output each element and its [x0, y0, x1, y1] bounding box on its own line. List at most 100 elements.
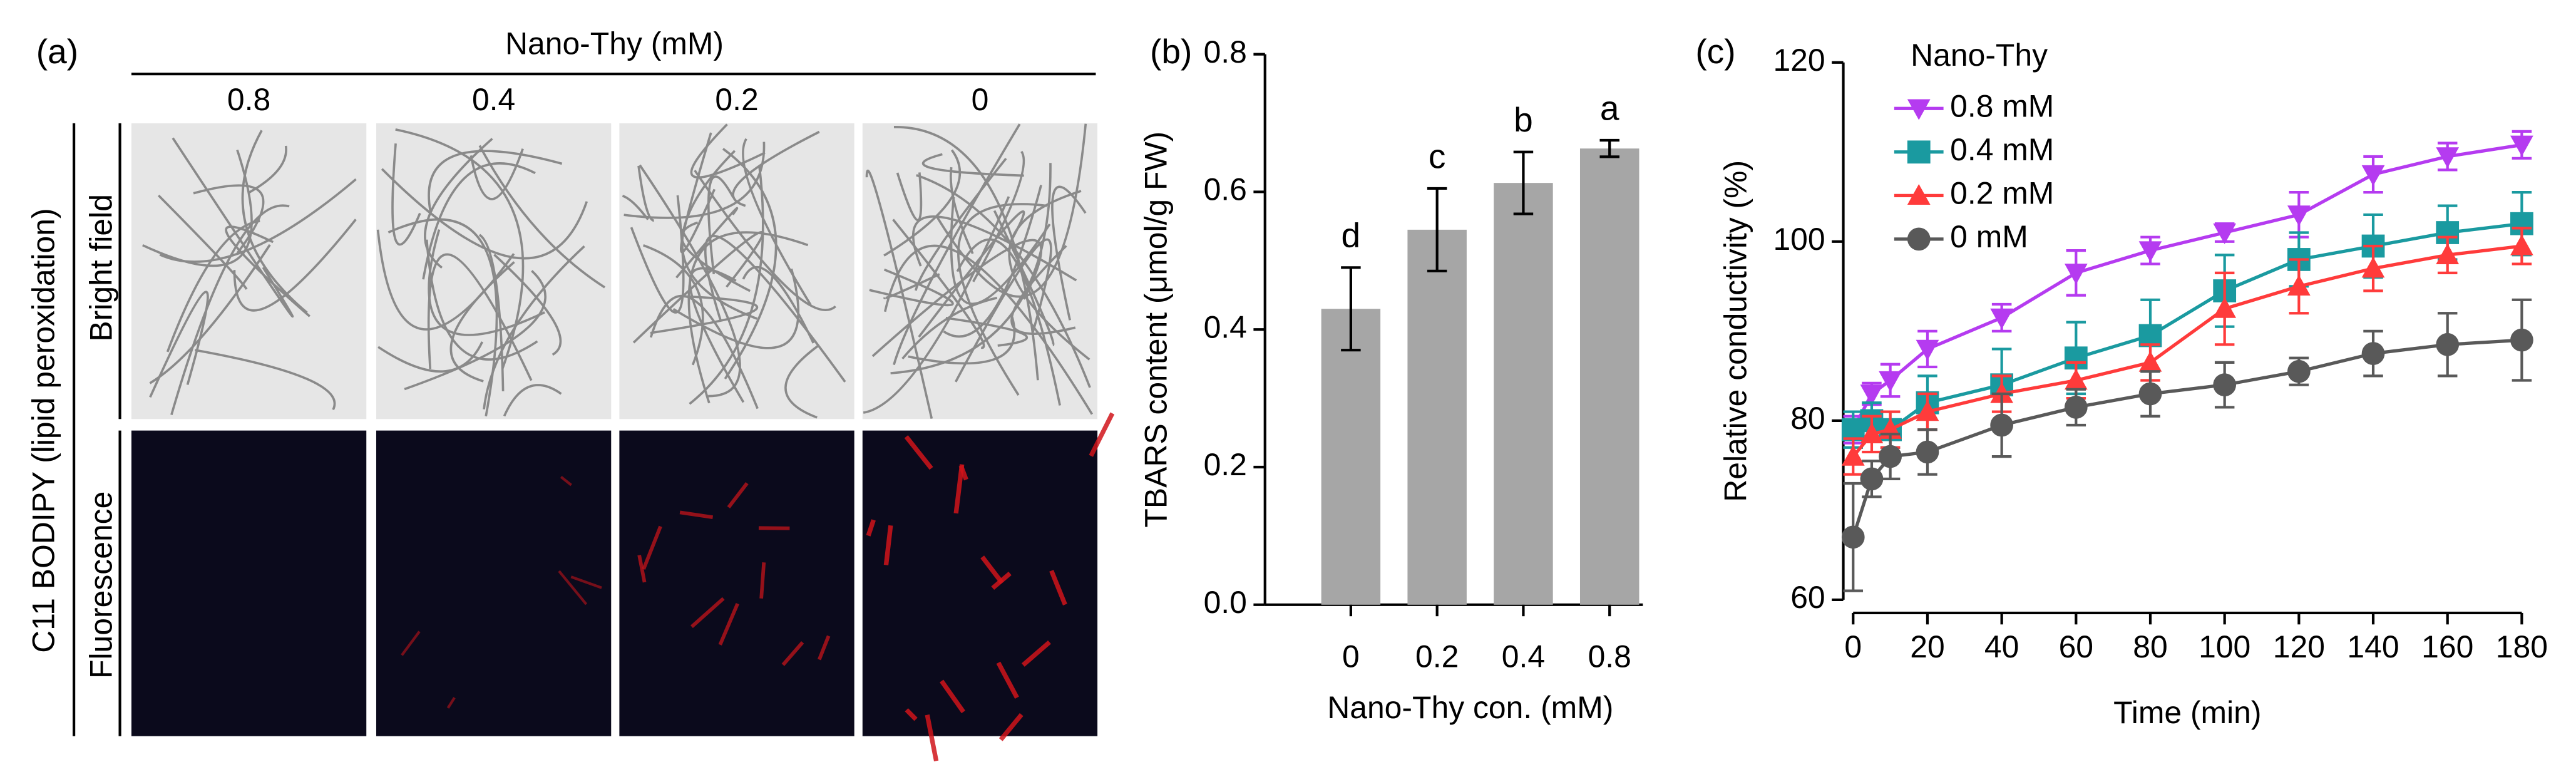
- y-tick-label: 120: [1773, 43, 1825, 78]
- hypha: [470, 148, 524, 200]
- y-tick-label: 60: [1790, 580, 1825, 615]
- panel-label: (a): [36, 32, 78, 71]
- hypha: [377, 341, 484, 373]
- hypha: [172, 137, 294, 318]
- hypha: [233, 219, 357, 312]
- legend-label: 0.2 mM: [1950, 176, 2054, 211]
- hypha: [623, 142, 766, 219]
- row-label: Fluorescence: [84, 492, 119, 679]
- marker: [1841, 525, 1865, 549]
- marker: [1916, 400, 1939, 421]
- x-tick-label: 0: [1844, 629, 1862, 664]
- hypha: [896, 172, 923, 222]
- error-bar: [1513, 150, 1534, 215]
- marker: [2138, 382, 2162, 406]
- y-tick-label: 80: [1790, 401, 1825, 436]
- y-tick-label: 100: [1773, 222, 1825, 257]
- y-tick-label: 0.8: [1204, 34, 1247, 70]
- hypha: [149, 244, 271, 384]
- hypha: [890, 163, 1052, 374]
- hypha: [503, 384, 562, 417]
- fluorescence-signal: [781, 641, 804, 666]
- fluorescence-image: [862, 430, 1098, 736]
- hypha: [381, 168, 588, 260]
- series-line: [1852, 244, 2522, 458]
- marker: [2064, 369, 2088, 390]
- y-axis-title: Relative conductivity (%): [1718, 160, 1753, 502]
- marker: [2510, 328, 2533, 352]
- marker: [2213, 373, 2237, 397]
- x-tick-label: 0: [1342, 639, 1360, 674]
- hypha: [428, 229, 545, 336]
- hypha: [478, 234, 505, 391]
- marker: [1860, 467, 1884, 491]
- fluorescence-image: [619, 430, 854, 736]
- hypha: [422, 162, 536, 280]
- marker: [2138, 351, 2162, 372]
- hypha: [404, 270, 547, 391]
- hypha: [427, 253, 533, 381]
- hypha: [387, 218, 498, 417]
- panel-label: (c): [1695, 32, 1735, 71]
- hypha: [483, 245, 585, 409]
- marker: [2287, 205, 2311, 227]
- fluorescence-signal: [679, 510, 714, 520]
- hypha: [972, 150, 1025, 282]
- bright-field-image: [131, 123, 367, 420]
- fluorescence-signal: [1021, 640, 1051, 667]
- marker: [2361, 165, 2385, 186]
- fluorescence-signal: [560, 476, 572, 487]
- x-tick-label: 160: [2421, 629, 2473, 664]
- y-tick-label: 0.0: [1204, 585, 1247, 620]
- hypha: [893, 123, 1021, 366]
- fluorescence-signal: [953, 464, 965, 514]
- hypha: [865, 169, 933, 419]
- y-tick-label: 0.4: [1204, 309, 1247, 344]
- marker: [1990, 413, 2014, 437]
- x-tick-label: 80: [2133, 629, 2167, 664]
- marker: [1990, 308, 2014, 329]
- marker: [1879, 371, 1902, 392]
- fluorescence-image: [376, 430, 612, 736]
- column-label: 0: [972, 82, 989, 117]
- marker: [1841, 445, 1865, 466]
- marker: [2213, 297, 2237, 318]
- fluorescence-signal: [759, 562, 766, 599]
- hypha: [883, 273, 940, 299]
- hypha: [643, 244, 704, 366]
- hypha: [493, 254, 562, 356]
- hypha: [956, 238, 1061, 406]
- chart-b: (b) TBARS content (μmol/g FW) Nano-Thy con…: [1138, 32, 1643, 725]
- fluorescence-signal: [727, 482, 749, 509]
- marker: [2361, 342, 2385, 365]
- y-axis-title: TBARS content (μmol/g FW): [1138, 131, 1173, 528]
- marker: [1916, 339, 1939, 361]
- hypha: [195, 349, 336, 411]
- series-line: [1852, 222, 2522, 432]
- hypha: [1010, 245, 1076, 335]
- legend-marker: [1907, 140, 1931, 164]
- hypha: [391, 143, 421, 246]
- hypha: [949, 167, 974, 254]
- hypha: [935, 123, 1087, 298]
- significance-letter: d: [1342, 216, 1361, 255]
- hypha: [428, 150, 563, 212]
- marker: [1916, 440, 1939, 464]
- marker: [1879, 445, 1902, 468]
- significance-letter: c: [1429, 136, 1446, 175]
- fluorescence-image: [131, 430, 367, 736]
- hypha: [883, 244, 1094, 415]
- fluorescence-signal: [996, 661, 1019, 699]
- fluorescence-signal: [401, 631, 421, 656]
- fluorescence-signal: [940, 679, 965, 714]
- fluorescence-signal: [980, 555, 1004, 585]
- hypha: [689, 165, 764, 405]
- hypha: [863, 196, 1010, 414]
- marker: [2064, 264, 2088, 285]
- x-tick-label: 20: [1910, 629, 1944, 664]
- marker: [2436, 147, 2460, 168]
- bar: [1321, 309, 1381, 605]
- hypha: [883, 149, 962, 257]
- hypha: [742, 138, 812, 306]
